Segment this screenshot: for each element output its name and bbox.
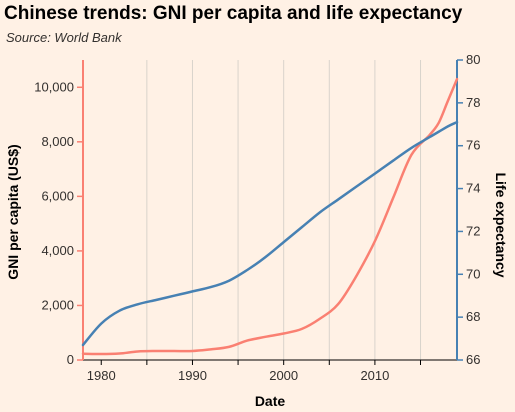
y-right-tick-label-66: 66 xyxy=(466,352,480,367)
y-right-tick-label-72: 72 xyxy=(466,223,480,238)
y-right-tick-label-74: 74 xyxy=(466,181,480,196)
y-left-tick-label-4000: 4,000 xyxy=(41,243,74,258)
series-line-gni xyxy=(81,77,459,356)
y-right-tick-label-80: 80 xyxy=(466,52,480,67)
x-tick-label-1980: 1980 xyxy=(87,368,116,383)
gridlines xyxy=(146,60,422,360)
y-left-tick-label-8000: 8,000 xyxy=(41,134,74,149)
x-axis-label: Date xyxy=(255,393,286,409)
series-line-life-expectancy xyxy=(81,120,459,347)
x-tick-label-2010: 2010 xyxy=(360,368,389,383)
chart-source: Source: World Bank xyxy=(6,30,122,45)
tick-labels: 1980 1990 2000 2010 0 2,000 4,000 6,000 8,000 10,… xyxy=(34,52,480,383)
y-right-tick-label-68: 68 xyxy=(466,309,480,324)
y-left-tick-label-0: 0 xyxy=(67,352,74,367)
x-tick-label-2000: 2000 xyxy=(269,368,298,383)
x-tick-label-1990: 1990 xyxy=(178,368,207,383)
axes xyxy=(77,59,463,365)
y-right-tick-label-70: 70 xyxy=(466,266,480,281)
y-left-tick-label-6000: 6,000 xyxy=(41,188,74,203)
y-left-tick-label-2000: 2,000 xyxy=(41,297,74,312)
y-right-tick-label-76: 76 xyxy=(466,138,480,153)
y-right-tick-label-78: 78 xyxy=(466,95,480,110)
y-axis-right-label: Life expectancy xyxy=(493,172,509,277)
y-left-tick-label-10000: 10,000 xyxy=(34,79,74,94)
y-axis-left-label: GNI per capita (US$) xyxy=(5,144,21,279)
page-title: Chinese trends: GNI per capita and life … xyxy=(4,3,463,24)
series-layer xyxy=(81,77,459,356)
